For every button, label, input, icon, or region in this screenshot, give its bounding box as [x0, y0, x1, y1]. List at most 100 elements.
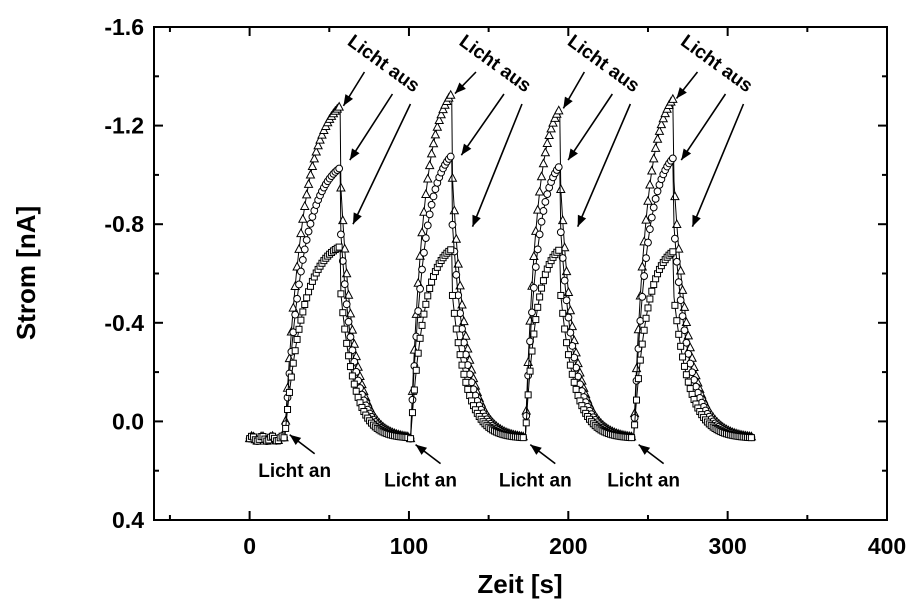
- light-off-arrow-head: [472, 214, 481, 227]
- data-point-circle: [297, 267, 305, 276]
- data-point-square: [646, 295, 654, 303]
- data-point-circle: [562, 296, 571, 305]
- data-point-triangle: [296, 228, 306, 238]
- data-point-triangle: [673, 243, 684, 253]
- data-point-triangle: [548, 117, 558, 127]
- data-point-square: [633, 396, 641, 404]
- data-point-circle: [408, 395, 417, 404]
- data-point-triangle: [317, 129, 327, 139]
- light-off-arrow-head: [454, 82, 466, 94]
- light-off-arrow: [691, 103, 745, 227]
- data-point-triangle: [658, 113, 669, 123]
- data-point-triangle: [563, 286, 574, 296]
- data-point-square: [566, 361, 574, 369]
- data-point-triangle: [426, 148, 437, 158]
- data-point-triangle: [421, 188, 431, 198]
- data-point-circle: [452, 270, 461, 279]
- data-point-square: [289, 359, 297, 367]
- data-point-square: [452, 325, 460, 333]
- light-off-arrow-head: [681, 148, 692, 161]
- data-point-triangle: [430, 129, 441, 139]
- data-point-square: [568, 370, 576, 378]
- data-point-triangle: [432, 121, 443, 131]
- x-tick-label: 200: [549, 533, 587, 559]
- data-point-square: [301, 300, 309, 308]
- data-point-circle: [644, 238, 652, 247]
- data-point-square: [337, 290, 345, 298]
- data-point-square: [447, 246, 455, 254]
- data-point-triangle: [343, 289, 354, 299]
- data-point-square: [564, 351, 572, 359]
- data-point-square: [456, 351, 464, 359]
- data-point-circle: [558, 254, 567, 262]
- data-point-circle: [306, 219, 315, 228]
- data-point-square: [682, 371, 690, 379]
- data-point-square: [454, 339, 462, 347]
- light-off-arrow-head: [349, 148, 360, 161]
- data-point-circle: [531, 263, 540, 271]
- data-point-square: [522, 419, 530, 427]
- data-point-triangle: [652, 133, 663, 143]
- data-point-triangle: [645, 179, 655, 189]
- data-point-triangle: [656, 119, 667, 129]
- data-point-square: [339, 309, 347, 317]
- data-point-square: [418, 321, 426, 329]
- data-point-square: [677, 342, 685, 350]
- light-off-arrow-head: [676, 87, 687, 99]
- data-point-square: [335, 243, 343, 251]
- light-off-arrow-head: [577, 214, 587, 227]
- light-on-arrow-head: [638, 444, 651, 455]
- data-point-circle: [298, 256, 307, 264]
- data-point-square: [572, 385, 580, 393]
- light-off-arrow-head: [343, 94, 354, 106]
- light-off-arrow-head: [563, 96, 573, 109]
- data-point-circle: [421, 234, 430, 242]
- data-point-square: [420, 310, 428, 318]
- data-point-triangle: [303, 178, 314, 188]
- data-point-triangle: [315, 134, 325, 144]
- data-point-triangle: [633, 324, 644, 334]
- light-on-label: Licht an: [607, 471, 680, 492]
- data-point-circle: [674, 278, 683, 287]
- light-off-label: Licht aus: [455, 31, 535, 97]
- light-off-arrow: [349, 93, 394, 161]
- data-point-circle: [338, 257, 347, 265]
- light-off-arrow-head: [461, 143, 472, 156]
- data-point-triangle: [648, 153, 659, 163]
- data-point-square: [648, 287, 656, 295]
- data-point-circle: [671, 234, 679, 243]
- data-point-triangle: [654, 125, 665, 135]
- data-point-circle: [448, 220, 457, 229]
- data-point-circle: [564, 313, 573, 322]
- data-point-triangle: [345, 308, 356, 318]
- data-point-triangle: [540, 147, 551, 157]
- data-point-triangle: [459, 316, 469, 326]
- y-tick-label: -0.8: [104, 211, 144, 237]
- data-point-triangle: [445, 89, 456, 99]
- data-point-square: [563, 339, 571, 347]
- data-point-square: [448, 291, 456, 299]
- data-point-square: [350, 380, 358, 388]
- data-point-triangle: [557, 215, 568, 225]
- data-point-triangle: [311, 146, 322, 156]
- data-point-triangle: [650, 142, 661, 152]
- data-point-circle: [541, 197, 550, 206]
- data-point-square: [408, 409, 416, 417]
- data-point-square: [345, 352, 353, 360]
- data-point-square: [638, 340, 646, 348]
- data-point-circle: [638, 292, 647, 301]
- light-on-arrow-head: [530, 444, 542, 455]
- data-point-triangle: [417, 227, 427, 237]
- data-point-square: [642, 314, 650, 322]
- data-point-triangle: [637, 261, 648, 271]
- data-point-square: [526, 367, 534, 375]
- light-off-arrow-head: [692, 214, 701, 227]
- data-point-square: [297, 316, 305, 324]
- data-point-square: [669, 248, 677, 256]
- data-point-triangle: [337, 215, 348, 225]
- light-off-label: Licht aus: [677, 31, 757, 97]
- data-point-triangle: [561, 266, 572, 276]
- data-point-triangle: [436, 109, 446, 119]
- data-point-square: [644, 304, 652, 312]
- data-point-circle: [678, 312, 687, 321]
